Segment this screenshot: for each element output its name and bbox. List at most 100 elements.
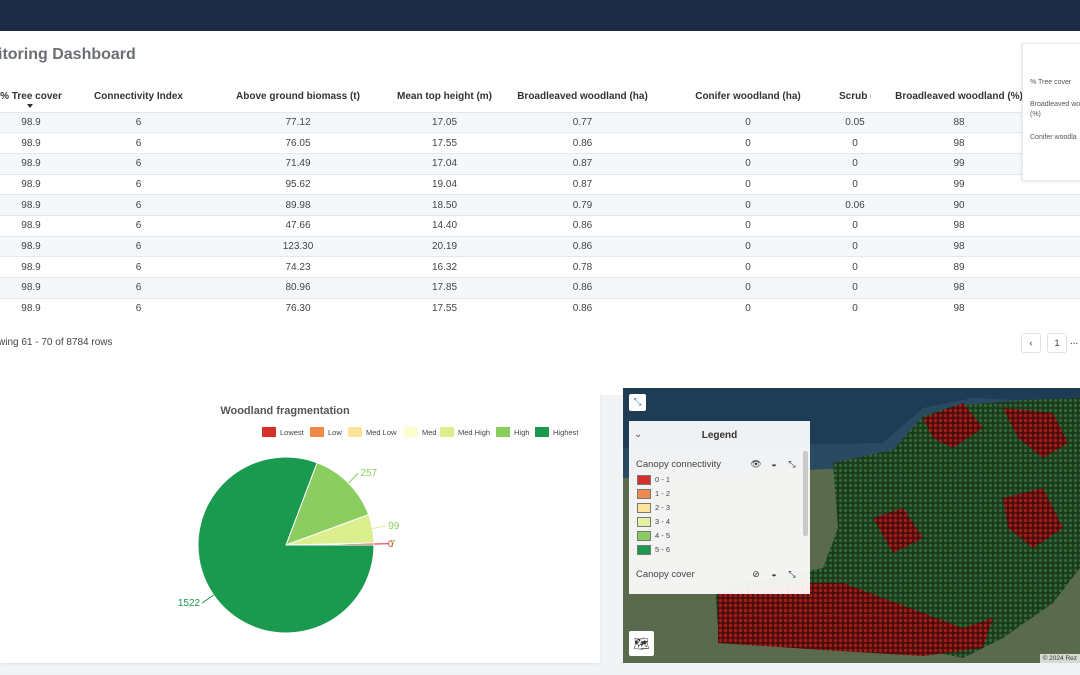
table-header-row: % Tree cover Connectivity Index Above grou… bbox=[0, 82, 1080, 112]
chart-legend-item[interactable]: Low bbox=[310, 427, 342, 437]
legend-scrollbar[interactable] bbox=[803, 451, 808, 536]
legend-swatch bbox=[496, 427, 510, 437]
table-cell: 98 bbox=[871, 235, 1047, 257]
table-cell: 88 bbox=[871, 111, 1047, 133]
legend-label: Highest bbox=[553, 428, 579, 437]
pie-data-label: 0 bbox=[388, 539, 393, 549]
legend-swatch bbox=[404, 427, 418, 437]
table-cell: 0.86 bbox=[508, 214, 657, 237]
chart-legend-item[interactable]: Lowest bbox=[262, 427, 305, 437]
label-leader-line bbox=[348, 472, 359, 484]
table-cell: 95.62 bbox=[215, 173, 381, 195]
data-table-container: % Tree cover Connectivity Index Above grou… bbox=[0, 82, 1080, 322]
table-cell: 0 bbox=[839, 277, 871, 299]
table-cell: 89.98 bbox=[215, 194, 381, 216]
legend-item-label: 3 - 4 bbox=[655, 517, 671, 526]
column-header[interactable]: Broadleaved woodland (%) bbox=[871, 82, 1047, 112]
table-cell: 0 bbox=[839, 173, 871, 195]
table-cell: 77.12 bbox=[215, 111, 381, 133]
table-cell: 98.9 bbox=[0, 194, 62, 216]
table-cell: 98.9 bbox=[0, 256, 62, 278]
table-cell: 0 bbox=[657, 235, 839, 257]
chart-legend-item[interactable]: Med Low bbox=[348, 427, 397, 437]
table-cell: 0.86 bbox=[508, 277, 657, 299]
opacity-icon[interactable]: ◒ bbox=[771, 459, 777, 469]
legend-item: 1 - 2 bbox=[637, 489, 670, 500]
table-cell: 98.9 bbox=[0, 132, 62, 154]
map-panel[interactable]: ⤡ ⌄ Legend Canopy connectivity 👁 ◒ ⤡ 0 - 1… bbox=[623, 388, 1080, 663]
woodland-patch-low bbox=[1003, 408, 1068, 458]
opacity-icon[interactable]: ◒ bbox=[771, 569, 777, 579]
table-cell: 0 bbox=[1047, 194, 1080, 216]
column-header[interactable]: Scrub (ha) bbox=[839, 82, 888, 112]
table-cell: 80.96 bbox=[215, 277, 381, 299]
legend-item-label: 1 - 2 bbox=[655, 489, 671, 498]
pager-ellipsis: ... bbox=[1070, 336, 1079, 347]
pager-prev-button[interactable]: ‹ bbox=[1021, 333, 1041, 353]
column-header[interactable]: Above ground biomass (t) bbox=[215, 82, 381, 112]
eye-off-icon[interactable]: ⊘ bbox=[752, 569, 760, 579]
pie-data-label: 99 bbox=[388, 521, 400, 532]
column-option[interactable]: % Tree cover bbox=[1030, 79, 1072, 86]
table-cell: 89 bbox=[871, 256, 1047, 278]
legend-label: High bbox=[514, 428, 529, 437]
chart-legend-item[interactable]: Highest bbox=[535, 427, 579, 437]
legend-swatch bbox=[440, 427, 454, 437]
table-cell: 0.79 bbox=[508, 194, 657, 216]
legend-label: Low bbox=[328, 428, 342, 437]
column-selector-panel: % Tree cover Broadleaved wo (%) Conifer … bbox=[1022, 43, 1080, 181]
column-header[interactable]: Broadleaved woodland (ha) bbox=[508, 82, 657, 112]
column-header[interactable]: Conifer woodland (ha) bbox=[657, 82, 839, 112]
table-cell: 0 bbox=[657, 194, 839, 216]
pager-page-1-button[interactable]: 1 bbox=[1047, 333, 1067, 353]
legend-label: Lowest bbox=[280, 428, 305, 437]
eye-icon[interactable]: 👁 bbox=[750, 459, 762, 469]
column-header[interactable]: Mean top height (m) bbox=[381, 82, 508, 112]
column-option[interactable]: Conifer woodla bbox=[1030, 134, 1077, 141]
table-cell: 6 bbox=[62, 297, 215, 319]
chevron-left-icon: ‹ bbox=[1029, 338, 1033, 348]
table-cell: 17.85 bbox=[381, 277, 508, 299]
table-cell: 98.9 bbox=[0, 152, 62, 175]
chart-legend-item[interactable]: High bbox=[496, 427, 529, 437]
expand-icon[interactable]: ⤡ bbox=[629, 394, 646, 411]
column-option[interactable]: Broadleaved wo (%) bbox=[1030, 101, 1080, 118]
table-cell: 17.04 bbox=[381, 152, 508, 175]
sort-desc-icon bbox=[27, 104, 33, 108]
table-cell: 0 bbox=[1047, 235, 1080, 257]
resize-icon[interactable]: ⤡ bbox=[788, 569, 796, 579]
table-cell: 0 bbox=[1047, 214, 1080, 237]
column-header[interactable]: % Tree cover bbox=[0, 82, 62, 112]
chart-legend-item[interactable]: Med High bbox=[440, 427, 490, 437]
woodland-grid-low bbox=[718, 583, 993, 656]
row-count-text: wing 61 - 70 of 8784 rows bbox=[0, 337, 113, 348]
resize-icon[interactable]: ⤡ bbox=[788, 459, 796, 469]
map-icon[interactable]: 🗺 bbox=[629, 631, 654, 656]
chevron-down-icon[interactable]: ⌄ bbox=[634, 429, 643, 440]
chart-card: Woodland fragmentation Lowest Low Med Low M… bbox=[0, 388, 600, 663]
woodland-patch-low bbox=[1003, 488, 1063, 548]
legend-label: Med High bbox=[458, 428, 490, 437]
table-cell: 20.19 bbox=[381, 235, 508, 257]
chart-legend-item[interactable]: Med bbox=[404, 427, 437, 437]
table-cell: 6 bbox=[62, 194, 215, 216]
table-cell: 0 bbox=[657, 256, 839, 278]
legend-swatch bbox=[535, 427, 549, 437]
table-cell: 0 bbox=[1047, 277, 1080, 299]
column-header[interactable]: Connectivity Index bbox=[62, 82, 215, 112]
table-cell: 17.05 bbox=[381, 111, 508, 133]
woodland-patch-low bbox=[923, 403, 983, 448]
legend-swatch bbox=[637, 503, 651, 514]
map-attribution: © 2024 Rez bbox=[1039, 654, 1080, 663]
table-cell: 17.55 bbox=[381, 132, 508, 154]
